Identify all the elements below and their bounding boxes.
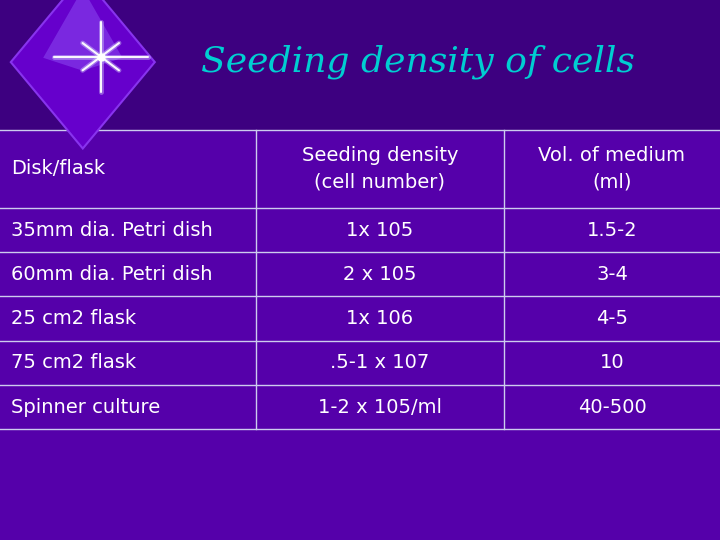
Bar: [0, 130, 720, 540]
Text: 10: 10: [600, 353, 624, 373]
Text: 75 cm2 flask: 75 cm2 flask: [11, 353, 136, 373]
Text: 60mm dia. Petri dish: 60mm dia. Petri dish: [11, 265, 212, 284]
Text: 1x 106: 1x 106: [346, 309, 413, 328]
Text: 1-2 x 105/ml: 1-2 x 105/ml: [318, 397, 442, 417]
Text: Disk/flask: Disk/flask: [11, 159, 105, 178]
Text: 4-5: 4-5: [596, 309, 628, 328]
Text: 1x 105: 1x 105: [346, 220, 413, 240]
Text: 25 cm2 flask: 25 cm2 flask: [11, 309, 136, 328]
Text: Vol. of medium
(ml): Vol. of medium (ml): [539, 146, 685, 192]
Text: Seeding density
(cell number): Seeding density (cell number): [302, 146, 458, 192]
Text: 1.5-2: 1.5-2: [587, 220, 637, 240]
Text: 40-500: 40-500: [577, 397, 647, 417]
Text: .5-1 x 107: .5-1 x 107: [330, 353, 429, 373]
Text: 3-4: 3-4: [596, 265, 628, 284]
Text: 35mm dia. Petri dish: 35mm dia. Petri dish: [11, 220, 212, 240]
Text: Seeding density of cells: Seeding density of cells: [201, 45, 634, 79]
Text: Spinner culture: Spinner culture: [11, 397, 160, 417]
Polygon shape: [43, 0, 122, 71]
Polygon shape: [11, 0, 155, 148]
Text: 2 x 105: 2 x 105: [343, 265, 417, 284]
